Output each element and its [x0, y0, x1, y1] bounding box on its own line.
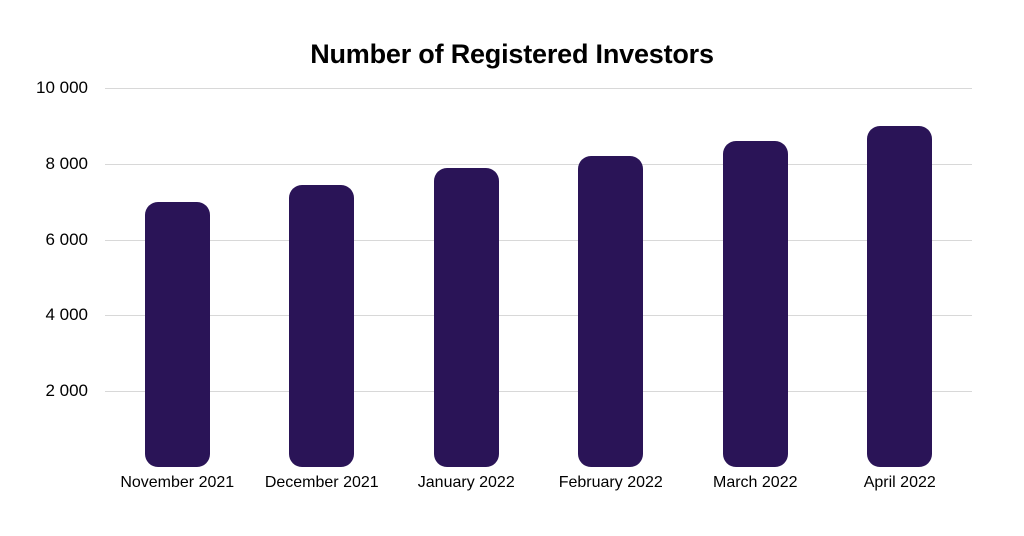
y-tick-label: 8 000: [45, 153, 88, 173]
bar-january-2022: [433, 167, 499, 467]
x-category-label: March 2022: [713, 474, 798, 491]
gridline: [105, 163, 972, 165]
gridline: [105, 391, 972, 393]
bar-april-2022: [867, 125, 933, 467]
y-tick-label: 2 000: [45, 381, 88, 401]
plot-area: [105, 88, 972, 467]
x-category-label: November 2021: [120, 474, 235, 491]
x-category-label: December 2021: [264, 474, 379, 491]
chart-title: Number of Registered Investors: [310, 39, 714, 69]
y-tick-label: 10 000: [36, 78, 88, 97]
gridline: [105, 239, 972, 241]
x-category-label: January 2022: [417, 474, 515, 491]
gridline: [105, 88, 972, 89]
bar-february-2022: [578, 156, 644, 467]
x-category-label: April 2022: [863, 474, 936, 491]
y-tick-label: 6 000: [45, 229, 88, 249]
bar-december-2021: [289, 184, 355, 467]
y-tick-label: 4 000: [45, 305, 88, 325]
bar-march-2022: [722, 141, 788, 467]
bar-november-2021: [144, 201, 210, 467]
gridline: [105, 315, 972, 317]
x-category-label: February 2022: [558, 474, 663, 491]
